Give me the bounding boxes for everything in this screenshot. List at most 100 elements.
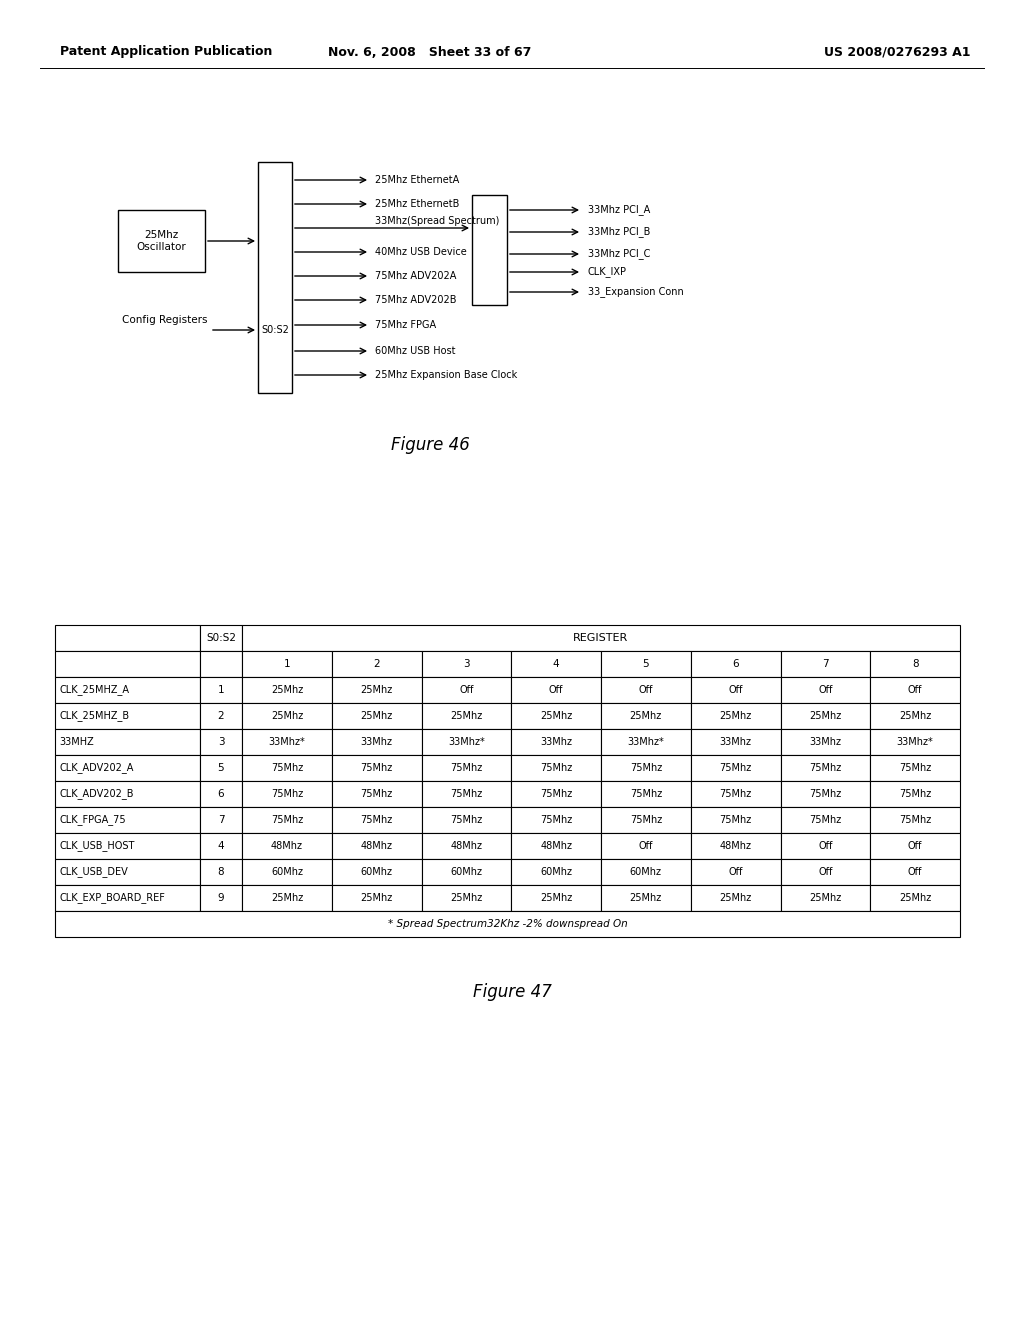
- Bar: [200, 833, 242, 859]
- Text: Patent Application Publication: Patent Application Publication: [60, 45, 272, 58]
- Text: 75Mhz: 75Mhz: [899, 763, 931, 774]
- Bar: [242, 859, 332, 884]
- Bar: [870, 884, 961, 911]
- Bar: [870, 729, 961, 755]
- Text: Off: Off: [459, 685, 473, 696]
- Bar: [511, 781, 601, 807]
- Text: 75Mhz: 75Mhz: [540, 763, 572, 774]
- Text: 48Mhz: 48Mhz: [720, 841, 752, 851]
- Bar: [242, 833, 332, 859]
- Bar: [55, 859, 200, 884]
- Text: 1: 1: [218, 685, 224, 696]
- Bar: [332, 884, 422, 911]
- Text: 75Mhz: 75Mhz: [360, 789, 393, 799]
- Text: CLK_ADV202_A: CLK_ADV202_A: [59, 763, 133, 774]
- Bar: [422, 729, 511, 755]
- Text: 25Mhz: 25Mhz: [451, 711, 482, 721]
- Bar: [55, 781, 200, 807]
- Bar: [601, 833, 691, 859]
- Text: 75Mhz: 75Mhz: [720, 763, 752, 774]
- Bar: [511, 704, 601, 729]
- Text: 33Mhz*: 33Mhz*: [449, 737, 484, 747]
- Text: 8: 8: [911, 659, 919, 669]
- Bar: [691, 781, 780, 807]
- Text: Off: Off: [908, 867, 923, 876]
- Bar: [422, 781, 511, 807]
- Text: 6: 6: [218, 789, 224, 799]
- Bar: [511, 729, 601, 755]
- Bar: [511, 677, 601, 704]
- Text: 25Mhz: 25Mhz: [360, 711, 393, 721]
- Text: CLK_ADV202_B: CLK_ADV202_B: [59, 788, 133, 800]
- Bar: [242, 704, 332, 729]
- Bar: [242, 651, 332, 677]
- Bar: [780, 755, 870, 781]
- Bar: [332, 807, 422, 833]
- Text: 75Mhz: 75Mhz: [899, 789, 931, 799]
- Text: CLK_FPGA_75: CLK_FPGA_75: [59, 814, 126, 825]
- Bar: [511, 651, 601, 677]
- Bar: [422, 755, 511, 781]
- Text: 25Mhz: 25Mhz: [270, 711, 303, 721]
- Text: CLK_25MHZ_A: CLK_25MHZ_A: [59, 685, 129, 696]
- Bar: [332, 859, 422, 884]
- Text: 9: 9: [218, 894, 224, 903]
- Bar: [511, 884, 601, 911]
- Text: 25Mhz: 25Mhz: [451, 894, 482, 903]
- Text: 75Mhz: 75Mhz: [630, 763, 662, 774]
- Text: 5: 5: [643, 659, 649, 669]
- Text: 25Mhz: 25Mhz: [360, 685, 393, 696]
- Text: 75Mhz FPGA: 75Mhz FPGA: [375, 319, 436, 330]
- Text: 6: 6: [732, 659, 739, 669]
- Text: 25Mhz: 25Mhz: [360, 894, 393, 903]
- Bar: [55, 704, 200, 729]
- Bar: [870, 859, 961, 884]
- Text: 75Mhz: 75Mhz: [720, 814, 752, 825]
- Bar: [780, 833, 870, 859]
- Text: 33Mhz*: 33Mhz*: [628, 737, 665, 747]
- Text: 33Mhz PCI_A: 33Mhz PCI_A: [588, 205, 650, 215]
- Bar: [55, 884, 200, 911]
- Text: 33Mhz PCI_C: 33Mhz PCI_C: [588, 248, 650, 260]
- Bar: [118, 210, 205, 272]
- Bar: [332, 651, 422, 677]
- Text: 60Mhz: 60Mhz: [540, 867, 572, 876]
- Text: CLK_USB_DEV: CLK_USB_DEV: [59, 866, 128, 878]
- Text: Figure 46: Figure 46: [390, 436, 469, 454]
- Text: Off: Off: [728, 867, 742, 876]
- Text: 25Mhz: 25Mhz: [899, 894, 931, 903]
- Text: 8: 8: [218, 867, 224, 876]
- Bar: [511, 807, 601, 833]
- Text: Off: Off: [639, 685, 653, 696]
- Text: CLK_USB_HOST: CLK_USB_HOST: [59, 841, 134, 851]
- Text: 75Mhz: 75Mhz: [270, 814, 303, 825]
- Text: 33Mhz: 33Mhz: [809, 737, 842, 747]
- Text: 75Mhz: 75Mhz: [630, 789, 662, 799]
- Text: 25Mhz: 25Mhz: [899, 711, 931, 721]
- Bar: [200, 755, 242, 781]
- Text: Nov. 6, 2008   Sheet 33 of 67: Nov. 6, 2008 Sheet 33 of 67: [329, 45, 531, 58]
- Bar: [511, 755, 601, 781]
- Bar: [780, 651, 870, 677]
- Bar: [200, 729, 242, 755]
- Bar: [200, 651, 242, 677]
- Text: 33MHZ: 33MHZ: [59, 737, 94, 747]
- Text: * Spread Spectrum32Khz -2% downspread On: * Spread Spectrum32Khz -2% downspread On: [388, 919, 628, 929]
- Text: 60Mhz: 60Mhz: [360, 867, 392, 876]
- Text: 75Mhz: 75Mhz: [720, 789, 752, 799]
- Text: 25Mhz: 25Mhz: [270, 894, 303, 903]
- Text: 75Mhz: 75Mhz: [540, 814, 572, 825]
- Text: 25Mhz: 25Mhz: [809, 711, 842, 721]
- Text: 4: 4: [553, 659, 559, 669]
- Bar: [200, 624, 242, 651]
- Bar: [422, 807, 511, 833]
- Text: 60Mhz: 60Mhz: [630, 867, 662, 876]
- Bar: [601, 704, 691, 729]
- Bar: [780, 704, 870, 729]
- Text: 75Mhz: 75Mhz: [899, 814, 931, 825]
- Bar: [422, 884, 511, 911]
- Bar: [422, 677, 511, 704]
- Bar: [422, 704, 511, 729]
- Bar: [870, 651, 961, 677]
- Bar: [780, 781, 870, 807]
